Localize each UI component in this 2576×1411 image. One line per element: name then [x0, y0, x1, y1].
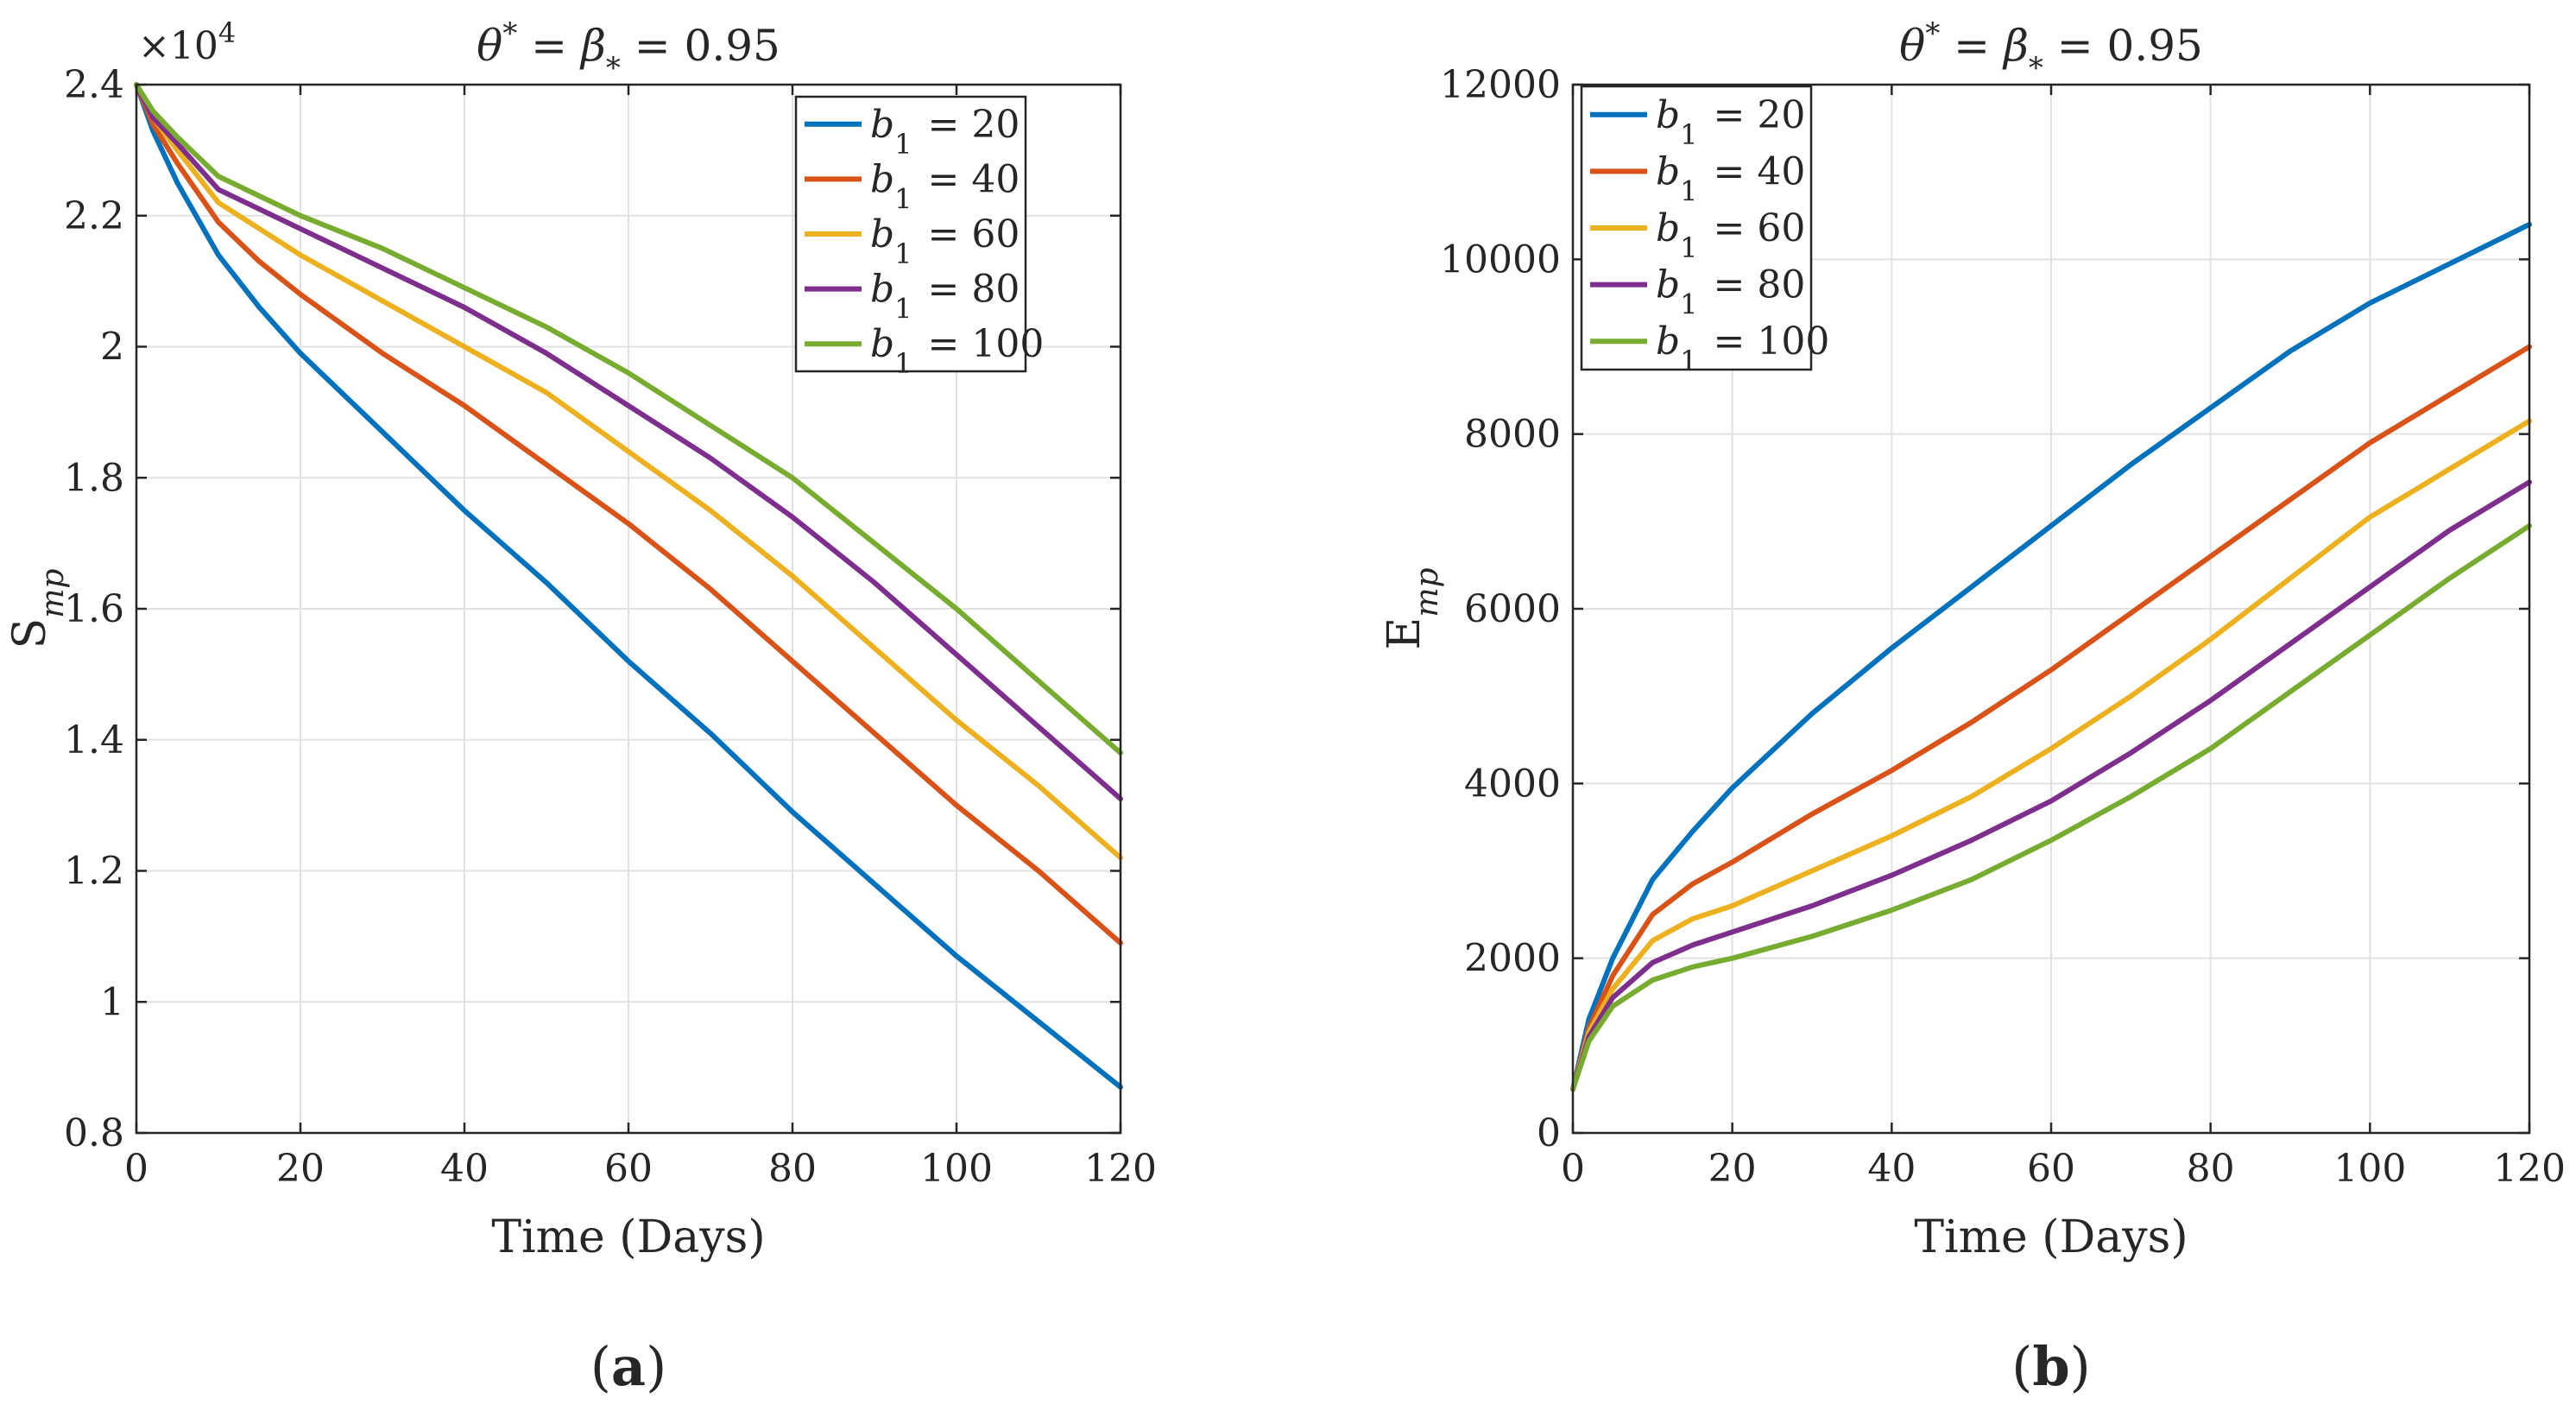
y-tick-label: 12000 [1440, 63, 1561, 107]
series-line-b140 [134, 82, 1123, 946]
y-tick-label: 1.6 [64, 587, 124, 631]
y-tick-label: 1.8 [64, 456, 124, 500]
legend-entry-label: b1 = 60 [1656, 206, 1805, 264]
y-tick-label: 2.4 [64, 63, 124, 107]
y-tick-label: 4000 [1464, 762, 1561, 806]
x-tick-label: 0 [1561, 1147, 1585, 1191]
x-tick-label: 20 [1708, 1147, 1757, 1191]
y-tick-label: 2000 [1464, 937, 1561, 981]
legend-entry-label: b1 = 60 [870, 212, 1020, 270]
legend-entry-label: b1 = 100 [870, 322, 1044, 380]
series-line-b180 [134, 82, 1123, 801]
x-tick-label: 120 [1084, 1147, 1157, 1191]
series-line-b160 [134, 82, 1123, 861]
x-tick-label: 80 [768, 1147, 817, 1191]
x-axis-label: Time (Days) [1914, 1212, 2188, 1263]
panel-a: 0 20 40 60 80 100 120 0.8 1 1.2 1.4 1.6 1.8 2 2.2 2.4 ×1… [4, 16, 1157, 1398]
legend-entry-label: b1 = 20 [1656, 93, 1805, 151]
x-tick-label: 100 [2333, 1147, 2406, 1191]
x-tick-label: 60 [604, 1147, 653, 1191]
legend-entry-label: b1 = 80 [1656, 263, 1805, 321]
x-axis-label: Time (Days) [491, 1212, 765, 1263]
y-axis-label: Emp [1379, 567, 1445, 649]
y-tick-label: 1.2 [64, 850, 124, 894]
x-tick-label: 100 [920, 1147, 993, 1191]
y-exponent-label: ×104 [138, 16, 236, 68]
y-tick-label: 8000 [1464, 413, 1561, 457]
chart-title: θ* = β* = 0.95 [477, 16, 780, 85]
panel-label: (b) [2011, 1335, 2091, 1398]
series-line-b1100 [134, 82, 1123, 756]
series-line-b180 [1570, 479, 2532, 1092]
y-tick-label: 6000 [1464, 587, 1561, 631]
y-tick-label: 2.2 [64, 194, 124, 238]
y-axis-label: Smp [4, 569, 71, 649]
x-tick-label: 0 [124, 1147, 148, 1191]
legend-entry-label: b1 = 40 [1656, 149, 1805, 207]
series-line-b120 [134, 82, 1123, 1090]
series-line-b1100 [1570, 522, 2532, 1092]
legend-entry-label: b1 = 80 [870, 268, 1020, 326]
x-tick-label: 80 [2187, 1147, 2235, 1191]
legend-entry-label: b1 = 100 [1656, 320, 1829, 377]
chart-title: θ* = β* = 0.95 [1899, 16, 2203, 85]
panel-label: (a) [590, 1335, 667, 1398]
legend-entry-label: b1 = 40 [870, 157, 1020, 215]
y-tick-label: 0.8 [64, 1111, 124, 1155]
y-tick-label: 0 [1537, 1111, 1561, 1155]
series-line-b160 [1570, 418, 2532, 1092]
y-tick-label: 1.4 [64, 718, 124, 762]
series-line-b140 [1570, 344, 2532, 1092]
legend-entry-label: b1 = 20 [870, 103, 1020, 161]
x-tick-label: 40 [440, 1147, 489, 1191]
y-tick-label: 2 [100, 326, 124, 370]
panel-b: 0 20 40 60 80 100 120 0 2000 4000 6000 8000 10000 120… [1379, 16, 2566, 1398]
series-line-b120 [1570, 221, 2532, 1092]
y-tick-label: 1 [100, 980, 124, 1024]
x-tick-label: 120 [2493, 1147, 2566, 1191]
x-tick-label: 60 [2027, 1147, 2075, 1191]
x-tick-label: 20 [276, 1147, 325, 1191]
y-tick-label: 10000 [1440, 237, 1561, 282]
x-tick-label: 40 [1867, 1147, 1916, 1191]
